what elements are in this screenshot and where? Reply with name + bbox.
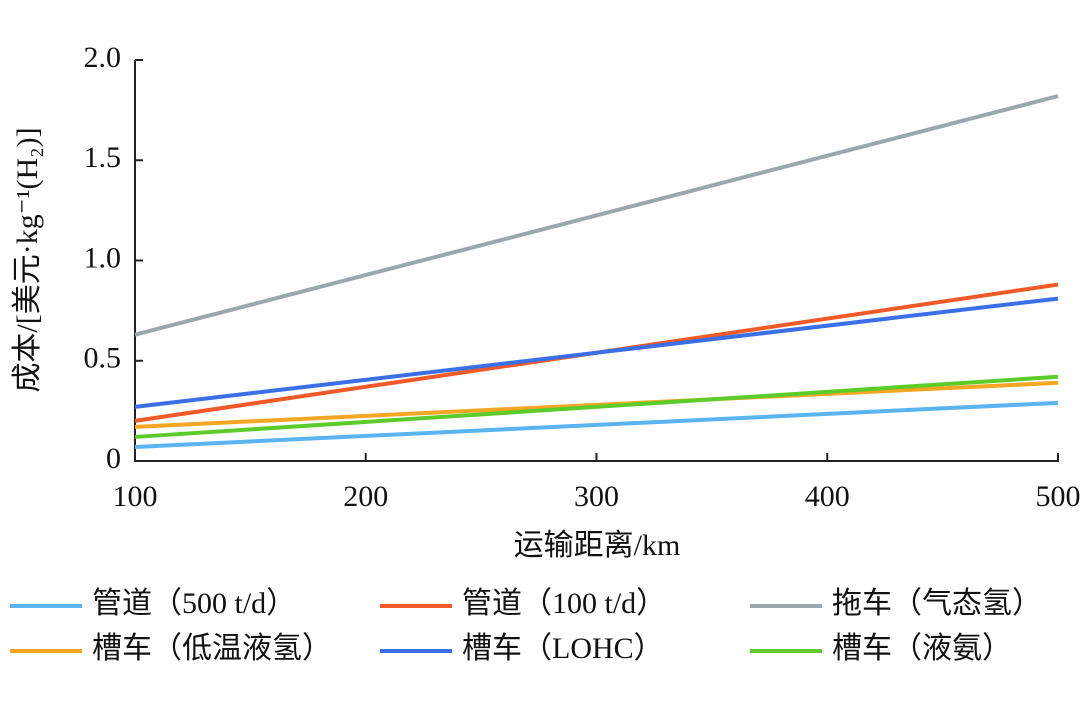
y-tick-label: 1.5 (84, 141, 122, 174)
series-line (134, 380, 1059, 429)
y-tick-label: 0 (106, 442, 121, 475)
series-line (134, 374, 1059, 439)
legend-label: 管道（100 t/d） (462, 587, 666, 620)
series-line (134, 400, 1059, 449)
y-tick-label: 1.0 (84, 241, 122, 274)
x-tick-label: 400 (805, 480, 850, 513)
x-tick-label: 500 (1036, 480, 1080, 513)
x-tick-label: 200 (343, 480, 388, 513)
y-axis-label: 成本/[美元·kg⁻¹(H₂)] (11, 127, 44, 392)
legend-label: 拖车（气态氢） (832, 587, 1042, 620)
y-tick-label: 2.0 (84, 41, 122, 74)
legend-label: 槽车（LOHC） (462, 632, 664, 665)
x-axis-label: 运输距离/km (514, 529, 681, 562)
series-line (134, 296, 1059, 409)
x-tick-label: 100 (113, 480, 158, 513)
legend-label: 管道（500 t/d） (92, 587, 296, 620)
x-tick-label: 300 (574, 480, 619, 513)
legend-label: 槽车（液氨） (832, 632, 1012, 665)
series-line (134, 94, 1059, 337)
legend-label: 槽车（低温液氢） (92, 632, 332, 665)
y-tick-label: 0.5 (84, 342, 122, 375)
